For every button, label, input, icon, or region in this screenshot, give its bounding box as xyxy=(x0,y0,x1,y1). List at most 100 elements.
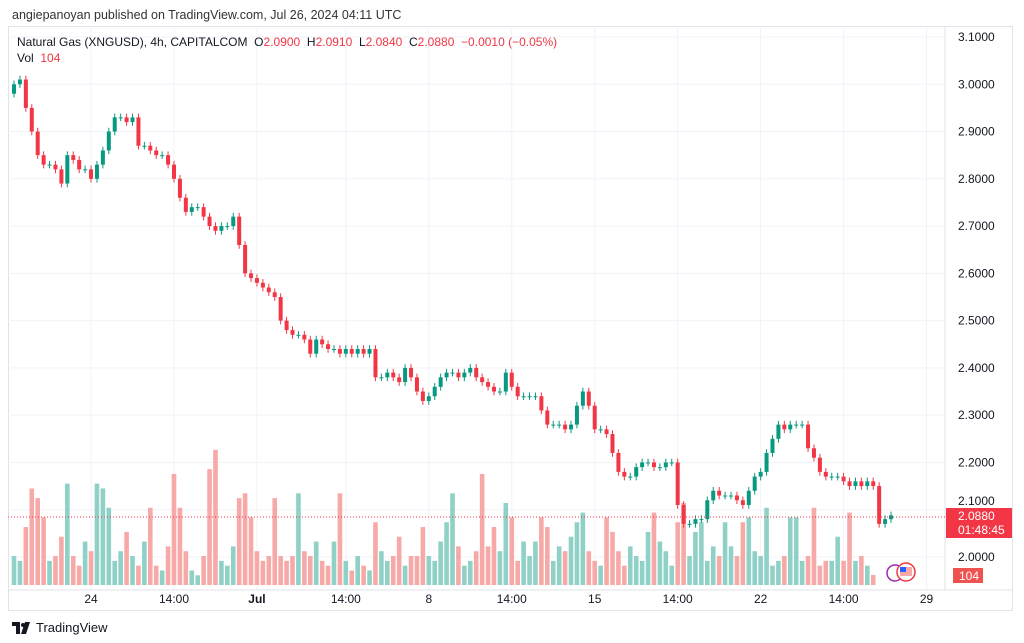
volume-bar xyxy=(201,556,206,585)
volume-bar xyxy=(302,551,307,585)
volume-bar xyxy=(35,498,41,585)
x-tick-label: 8 xyxy=(425,592,432,606)
volume-bar xyxy=(817,565,823,585)
candle xyxy=(871,481,876,487)
candle xyxy=(237,216,242,245)
candle xyxy=(675,462,680,505)
candle xyxy=(278,296,283,321)
axes: 3.1000 3.0000 2.9000 2.8000 2.7000 2.6000 2.50… xyxy=(8,26,1012,606)
volume-bar xyxy=(414,556,420,585)
candle xyxy=(249,273,254,279)
candle xyxy=(711,490,716,501)
volume-bar xyxy=(260,560,266,585)
volume-bar xyxy=(130,556,135,585)
volume-bar xyxy=(284,560,289,585)
candle xyxy=(296,334,301,336)
volume-bar xyxy=(633,556,639,585)
volume-bar xyxy=(740,522,746,585)
volume-bar xyxy=(521,541,526,585)
ohlc-high: 2.0910 xyxy=(315,35,353,49)
volume-bar xyxy=(811,507,817,585)
volume-bar xyxy=(177,507,183,585)
volume-bar xyxy=(242,493,248,585)
price-change: −0.0010 (−0.05%) xyxy=(461,35,558,49)
candle xyxy=(12,84,16,94)
candle xyxy=(841,476,846,482)
volume-bar xyxy=(705,560,710,585)
volume-bar xyxy=(23,527,29,585)
volume-bar xyxy=(432,560,438,585)
candle xyxy=(136,117,141,146)
candle xyxy=(574,405,579,425)
candle xyxy=(320,339,325,345)
volume-bar xyxy=(574,522,580,585)
volume-bar xyxy=(533,541,538,585)
volume-bar xyxy=(515,560,520,585)
volume-bar xyxy=(491,527,497,585)
volume-bar xyxy=(76,565,82,585)
volume-bar xyxy=(841,560,846,585)
volume-bar xyxy=(124,531,129,585)
volume-bar xyxy=(183,551,189,585)
candle xyxy=(403,367,408,383)
candle xyxy=(426,396,431,401)
volume-bar xyxy=(734,556,740,585)
grid xyxy=(8,26,945,590)
candle xyxy=(776,424,781,439)
y-tick-label: 2.6000 xyxy=(958,266,995,280)
volume-bar xyxy=(752,551,758,585)
candle xyxy=(817,457,822,472)
volume-bar xyxy=(770,565,775,585)
volume-bar xyxy=(663,551,669,585)
candle xyxy=(17,79,22,85)
brand-name: TradingView xyxy=(36,620,108,635)
candle xyxy=(723,495,728,497)
volume-bar xyxy=(853,560,858,585)
publish-info: angiepanoyan published on TradingView.co… xyxy=(12,8,402,22)
x-tick-label: 22 xyxy=(754,592,768,606)
volume-bar xyxy=(136,565,141,585)
volume-bar xyxy=(230,546,236,585)
x-tick-label: Jul xyxy=(248,592,265,606)
volume-bar xyxy=(462,565,467,585)
volume-bar xyxy=(53,556,58,585)
symbol-title[interactable]: Natural Gas (XNGUSD), 4h, CAPITALCOM xyxy=(17,35,248,49)
volume-bar xyxy=(355,556,360,585)
volume-bar xyxy=(859,556,864,585)
volume-bar xyxy=(864,565,870,585)
candle xyxy=(409,367,414,378)
candle xyxy=(628,476,633,478)
candle xyxy=(569,424,574,430)
volume-bar xyxy=(687,556,692,585)
candle xyxy=(764,452,769,472)
candle xyxy=(337,348,342,354)
volume-bar xyxy=(657,541,663,585)
candle xyxy=(367,348,372,354)
volume-bar xyxy=(616,551,621,585)
ohlc-low: 2.0840 xyxy=(365,35,403,49)
candle xyxy=(699,519,704,521)
candle xyxy=(29,107,34,132)
volume-bar xyxy=(325,565,331,585)
candle xyxy=(877,486,882,524)
x-tick-label: 14:00 xyxy=(331,592,361,606)
y-tick-label: 2.3000 xyxy=(958,408,995,422)
y-tick-label: 2.5000 xyxy=(958,314,995,328)
candle xyxy=(865,481,870,487)
candle xyxy=(112,117,117,132)
candle xyxy=(308,339,313,354)
volume-bar xyxy=(189,570,195,585)
candle xyxy=(154,150,159,156)
volume-bar xyxy=(485,546,491,585)
candle xyxy=(829,476,834,478)
volume-bar xyxy=(402,565,408,585)
volume-bar xyxy=(450,493,455,585)
y-tick-label: 3.1000 xyxy=(958,30,995,44)
ohlc-close-label: C xyxy=(409,35,418,49)
candle xyxy=(811,448,816,458)
volume-bar xyxy=(823,560,829,585)
y-tick-label: 2.1000 xyxy=(958,494,995,508)
tradingview-logo[interactable]: TradingView xyxy=(12,620,108,635)
volume-bar xyxy=(254,551,260,585)
